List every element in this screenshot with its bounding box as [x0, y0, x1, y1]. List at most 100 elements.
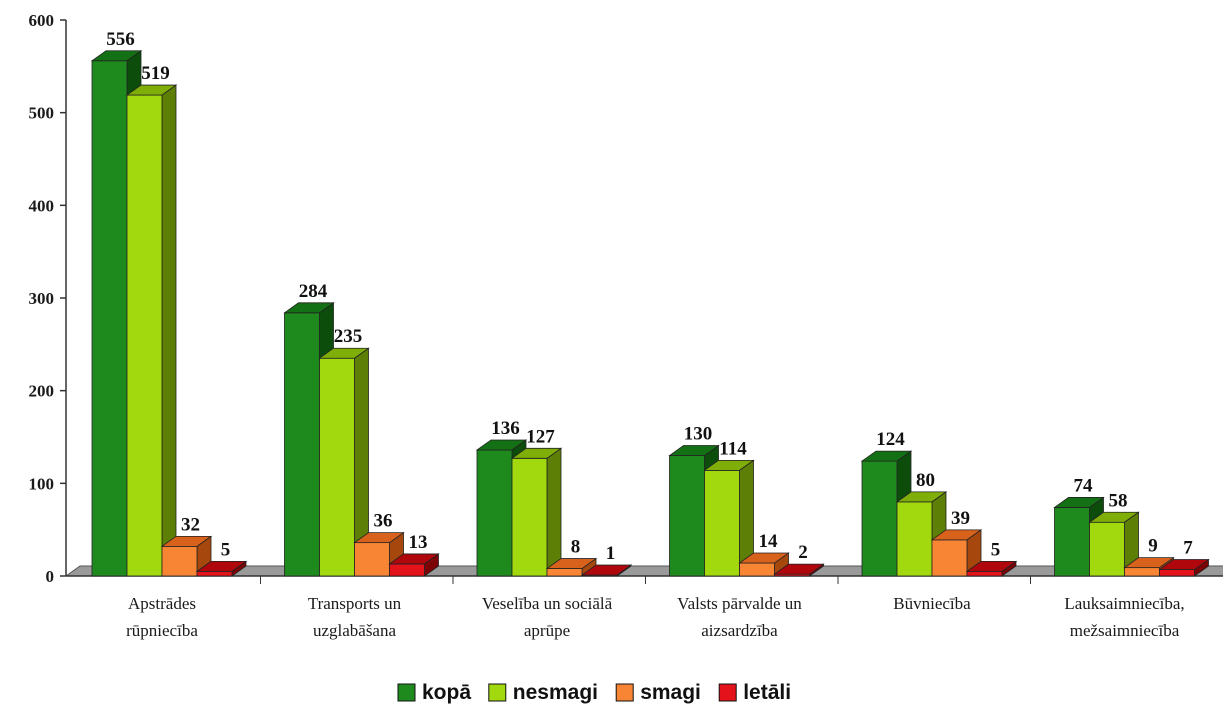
bar-front	[161, 545, 198, 577]
value-label: 130	[684, 424, 713, 445]
y-tick-label: 300	[29, 289, 55, 308]
category-label: Būvniecība	[893, 594, 971, 613]
bar-top	[545, 558, 598, 569]
bar-top	[353, 532, 405, 544]
value-label: 9	[1148, 536, 1158, 557]
bar	[1158, 558, 1210, 577]
bar-front	[1124, 567, 1160, 577]
value-label: 80	[916, 470, 935, 491]
bar-top	[195, 560, 248, 572]
bar-front	[126, 94, 163, 577]
category-label-line: Valsts pārvalde un	[677, 594, 802, 613]
bar	[703, 459, 755, 577]
legend-entry: smagi	[640, 681, 701, 704]
value-label: 136	[491, 418, 520, 439]
bar-front	[319, 357, 355, 577]
bar	[738, 552, 790, 577]
category-label: Veselība un sociālā aprūpe	[482, 594, 613, 640]
bar-front	[896, 501, 933, 577]
y-tick-label: 500	[29, 104, 55, 123]
value-label: 284	[299, 281, 328, 302]
category-label-line: mežsaimniecība	[1070, 621, 1180, 640]
bar-front	[739, 562, 775, 577]
category-label: Apstrādes rūpniecība	[126, 594, 198, 640]
bar-top	[965, 560, 1018, 572]
bar-front	[389, 563, 425, 577]
y-tick-label: 100	[29, 474, 55, 493]
bar-top	[703, 459, 755, 471]
bar-front	[476, 449, 513, 577]
legend-entry: letāli	[743, 681, 791, 704]
value-label: 36	[374, 511, 393, 532]
category-label-line: uzglabāšana	[313, 621, 397, 640]
bar-top	[738, 552, 790, 564]
bar-front	[354, 542, 390, 577]
bar-front	[1089, 521, 1125, 577]
y-tick-label: 0	[46, 567, 55, 586]
value-label: 519	[141, 63, 170, 84]
bar-top	[283, 302, 335, 314]
value-label: 7	[1183, 538, 1193, 559]
y-tick-label: 600	[29, 11, 55, 30]
value-label: 32	[181, 514, 200, 535]
value-label: 58	[1109, 490, 1128, 511]
bar-front	[966, 570, 1003, 577]
bar	[318, 347, 370, 577]
value-label: 1	[606, 543, 616, 564]
bar-top	[773, 563, 825, 575]
value-label: 8	[571, 537, 581, 558]
bar-front	[546, 568, 583, 577]
value-labels: 556 519 32 5 284 235 36 13 136 127 8 1 130 114 14 2 124 8…	[106, 29, 1193, 564]
bar	[388, 553, 440, 577]
category-label-line: aizsardzība	[701, 621, 778, 640]
legend-entry: nesmagi	[513, 681, 598, 704]
bar-top	[90, 50, 143, 62]
bars	[90, 49, 1210, 577]
bar	[195, 560, 248, 577]
bar	[773, 563, 825, 577]
category-label-line: Apstrādes	[128, 594, 196, 613]
bar-top	[1053, 497, 1105, 508]
bar-top	[388, 553, 440, 565]
legend-swatch	[615, 683, 634, 702]
bar-top	[125, 84, 178, 96]
bar-top	[668, 445, 720, 456]
y-tick-label: 200	[29, 382, 55, 401]
value-label: 127	[526, 426, 555, 447]
legend-swatch	[718, 683, 737, 702]
bar	[1088, 511, 1140, 577]
bar-top	[1088, 511, 1140, 523]
bar-top	[930, 529, 983, 541]
bar-side	[546, 447, 562, 577]
bar-top	[1123, 557, 1175, 569]
value-label: 14	[759, 531, 779, 552]
category-label-line: Veselība un sociālā	[482, 594, 613, 613]
category-label: Transports un uzglabāšana	[308, 594, 402, 640]
bar-top	[160, 535, 213, 547]
category-label-line: Būvniecība	[893, 594, 971, 613]
bar-front	[931, 539, 968, 577]
category-label: Valsts pārvalde un aizsardzība	[677, 594, 802, 640]
bar-front	[1159, 569, 1195, 577]
bar-top	[1158, 559, 1210, 570]
bar-top	[895, 491, 948, 503]
bar-top	[510, 447, 563, 459]
value-label: 13	[409, 532, 428, 553]
bar-front	[91, 60, 128, 577]
legend-entry: kopā	[422, 681, 471, 704]
category-label-line: aprūpe	[524, 621, 570, 640]
y-tick-label: 400	[29, 196, 55, 215]
bar-front	[1054, 507, 1090, 577]
bar	[930, 529, 983, 577]
bar-side	[161, 84, 177, 577]
category-label-line: Lauksaimniecība,	[1064, 594, 1184, 613]
bar-front	[511, 457, 548, 577]
bar	[965, 560, 1018, 577]
value-label: 235	[334, 326, 363, 347]
value-label: 556	[106, 29, 135, 50]
legend-swatch	[488, 683, 507, 702]
bar-front	[704, 469, 740, 577]
value-label: 74	[1074, 475, 1094, 496]
